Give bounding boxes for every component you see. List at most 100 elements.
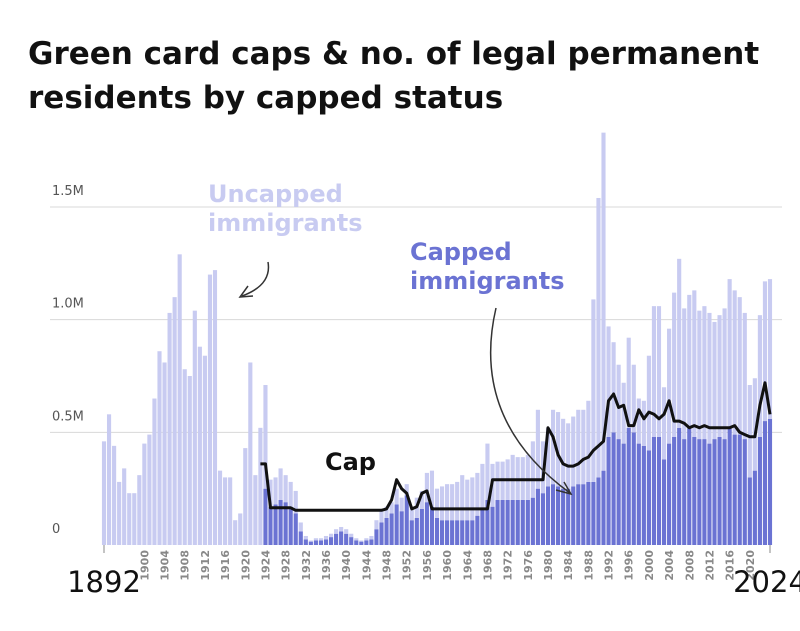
bar [465, 520, 470, 545]
bar [556, 412, 561, 487]
bar [192, 310, 197, 545]
bar [606, 326, 611, 437]
bar [349, 533, 354, 538]
bar [187, 376, 192, 545]
bar [692, 290, 697, 437]
x-tick-label: 1904 [159, 550, 172, 581]
bar [576, 484, 581, 545]
bar [434, 517, 440, 545]
y-tick-label: 0 [52, 522, 60, 537]
annotation-cap: Cap [325, 448, 376, 476]
bar [712, 321, 717, 440]
arrow [241, 261, 270, 297]
bar [500, 499, 505, 545]
bar [394, 504, 399, 545]
bar [394, 488, 399, 505]
bar [263, 488, 268, 545]
bar [672, 292, 677, 437]
cap-line [260, 381, 772, 512]
bar [202, 355, 207, 545]
bar [561, 488, 566, 545]
bar [228, 477, 233, 545]
bar [540, 493, 546, 545]
bar [747, 385, 752, 478]
bar [525, 454, 530, 500]
bar [339, 531, 344, 545]
bar [581, 409, 586, 485]
bar [334, 533, 339, 545]
bar [439, 486, 445, 521]
bar [152, 398, 157, 545]
bar [384, 506, 389, 518]
bar [475, 515, 480, 545]
bar [535, 488, 540, 545]
bar [328, 533, 334, 538]
bar [127, 493, 132, 545]
bar [334, 529, 339, 534]
bar [369, 539, 374, 545]
x-tick-label: 2024 [733, 565, 800, 599]
bar [389, 513, 394, 545]
bar [646, 355, 651, 451]
bar [762, 281, 768, 422]
bar [399, 497, 404, 512]
arrowhead [238, 285, 254, 298]
bar [530, 497, 535, 545]
bar [349, 537, 354, 545]
annotation-uncapped: Uncapped immigrants [208, 180, 363, 237]
bar [616, 364, 621, 440]
bar [283, 502, 288, 545]
arrow [489, 307, 571, 494]
bar [439, 520, 445, 545]
bar [722, 439, 727, 545]
bar [429, 470, 435, 507]
bar [707, 312, 712, 444]
x-tick-label: 1964 [461, 550, 474, 581]
bar [631, 364, 636, 433]
x-tick-label: 2000 [643, 550, 656, 581]
bar [354, 538, 359, 541]
bar [424, 502, 429, 545]
bar [505, 499, 510, 545]
bar [298, 531, 303, 545]
bar [722, 308, 727, 440]
bar [757, 315, 762, 437]
bar [727, 279, 732, 428]
bar [263, 385, 268, 489]
bar [702, 439, 707, 545]
bar [611, 342, 616, 433]
bar [702, 306, 707, 440]
x-tick-label: 1984 [562, 550, 575, 581]
bar [450, 520, 455, 545]
bar [328, 537, 334, 545]
bar [379, 522, 384, 545]
bar [268, 479, 273, 507]
bar [571, 486, 576, 545]
x-tick-label: 2012 [703, 550, 716, 581]
bar [545, 486, 551, 545]
bar [293, 513, 298, 545]
x-tick-label: 1908 [179, 550, 192, 581]
bar [596, 477, 601, 545]
bar [182, 369, 187, 545]
x-tick-label: 1968 [481, 550, 494, 581]
bar [238, 513, 243, 545]
bar [586, 481, 591, 545]
bar [101, 441, 107, 545]
bar [591, 481, 596, 545]
x-tick-label: 1916 [219, 550, 232, 581]
x-tick-label: 1952 [401, 550, 414, 581]
bar [137, 475, 142, 545]
bar [707, 443, 712, 545]
bar [172, 297, 177, 545]
bar [339, 526, 344, 532]
bar [535, 409, 540, 489]
bar [697, 439, 702, 545]
bar [303, 535, 308, 540]
x-tick-label: 1924 [259, 550, 272, 581]
bar [611, 432, 616, 545]
x-tick-label: 1900 [138, 550, 151, 581]
y-tick-label: 0.5M [52, 409, 84, 424]
bar [737, 434, 742, 545]
